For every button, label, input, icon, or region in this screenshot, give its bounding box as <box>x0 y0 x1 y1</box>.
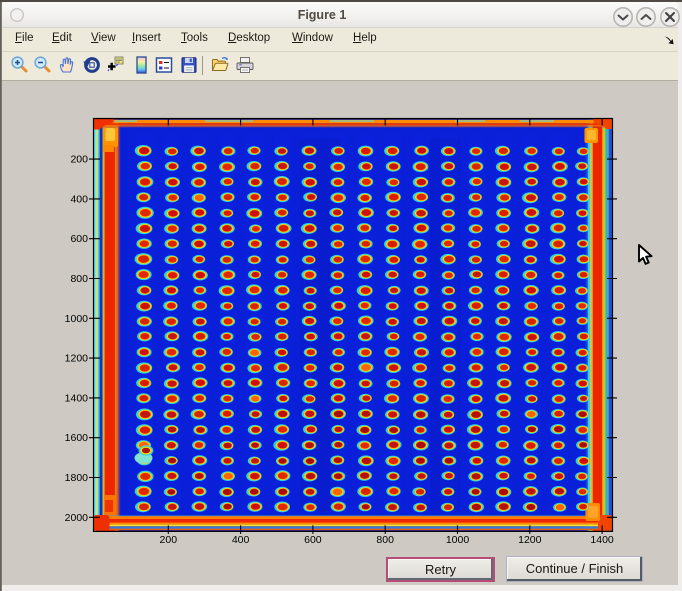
svg-text:200: 200 <box>70 154 88 166</box>
svg-text:1800: 1800 <box>65 472 89 484</box>
svg-text:400: 400 <box>70 193 88 205</box>
svg-text:800: 800 <box>70 273 88 285</box>
svg-text:1600: 1600 <box>65 432 89 444</box>
svg-text:600: 600 <box>70 233 88 245</box>
svg-text:2000: 2000 <box>65 512 89 524</box>
svg-text:1000: 1000 <box>65 313 89 325</box>
svg-text:1400: 1400 <box>65 392 89 404</box>
svg-text:1200: 1200 <box>65 353 89 365</box>
svg-text:1400: 1400 <box>590 534 614 546</box>
svg-text:600: 600 <box>304 534 322 546</box>
svg-text:1200: 1200 <box>518 534 542 546</box>
svg-text:400: 400 <box>232 534 250 546</box>
svg-text:200: 200 <box>160 534 178 546</box>
svg-text:1000: 1000 <box>446 534 470 546</box>
svg-text:800: 800 <box>376 534 394 546</box>
